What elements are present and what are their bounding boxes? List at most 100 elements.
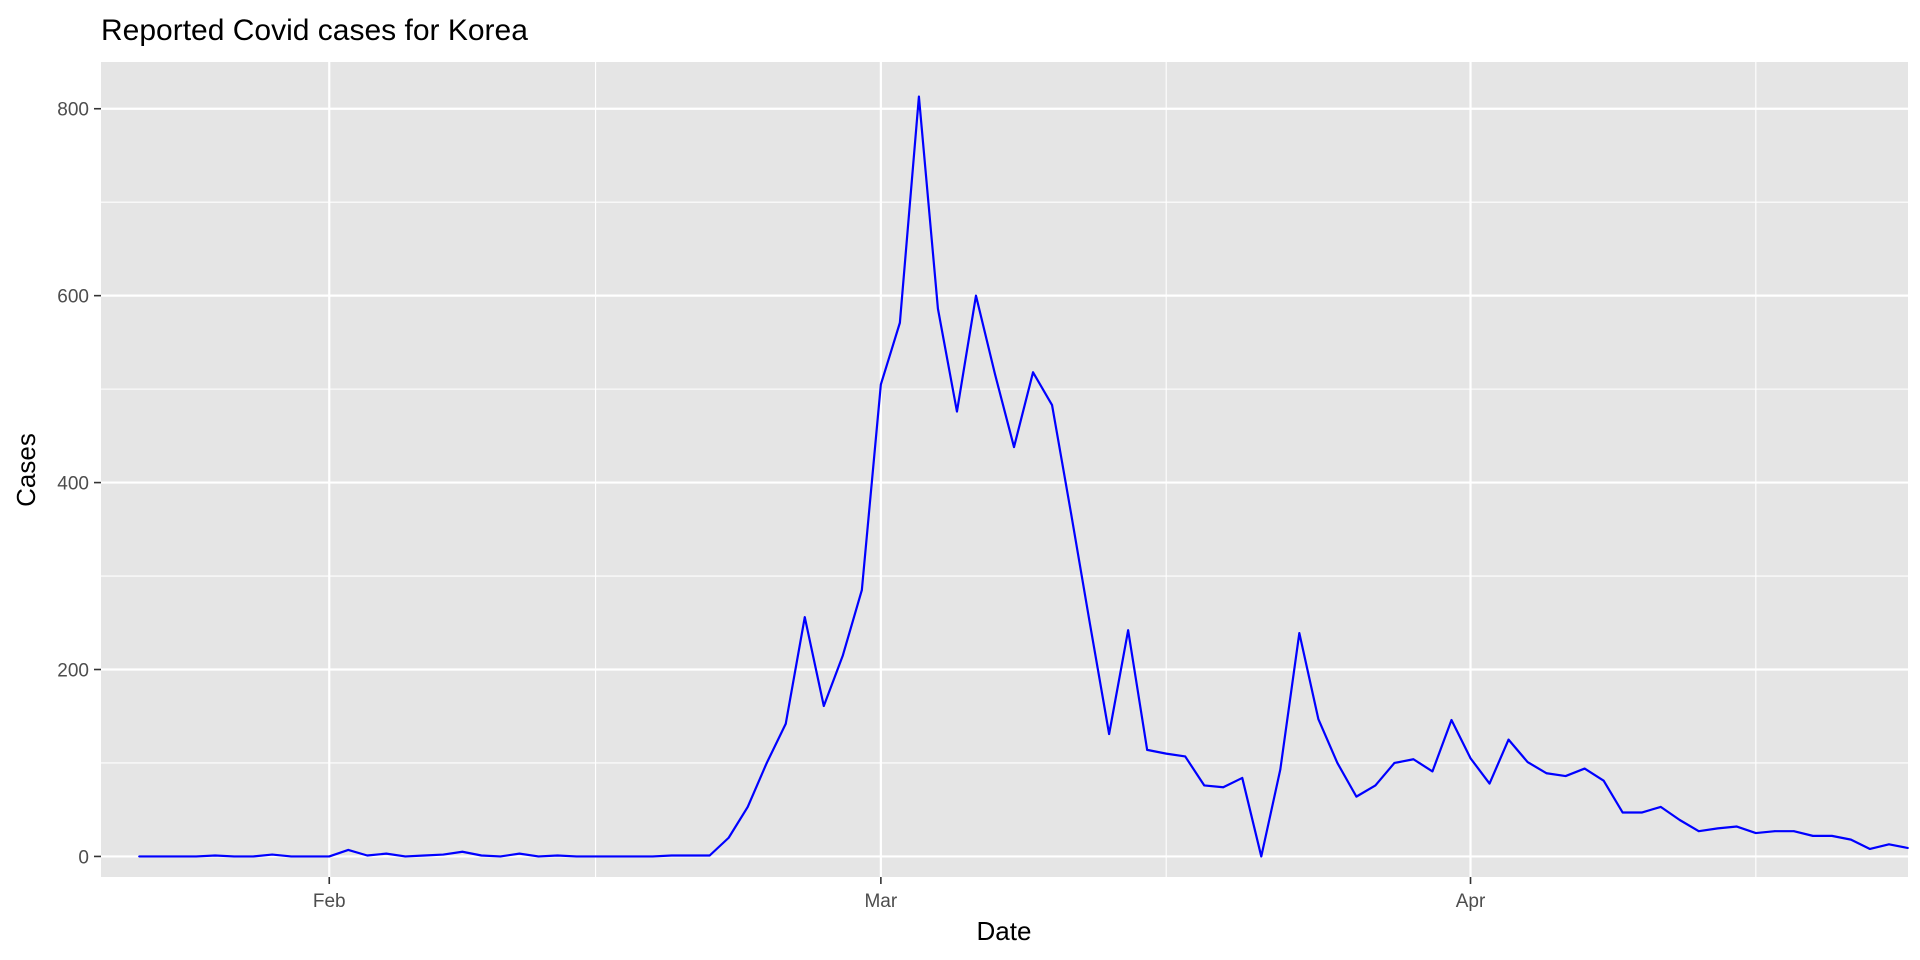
data-point bbox=[1431, 770, 1434, 773]
data-point bbox=[1831, 834, 1833, 837]
data-point bbox=[385, 852, 388, 855]
data-point bbox=[1393, 762, 1396, 764]
data-point bbox=[1165, 752, 1168, 755]
data-point bbox=[1203, 784, 1206, 787]
data-point bbox=[975, 294, 977, 297]
data-point bbox=[784, 722, 787, 725]
data-point bbox=[708, 854, 711, 857]
data-point bbox=[1317, 718, 1320, 720]
y-tick-label: 800 bbox=[57, 100, 89, 121]
data-point bbox=[195, 855, 198, 858]
data-point bbox=[1336, 762, 1339, 764]
data-point bbox=[841, 654, 844, 657]
data-point bbox=[1184, 755, 1187, 758]
minor-gridlines bbox=[101, 62, 1908, 877]
data-point bbox=[423, 854, 426, 857]
data-point bbox=[1089, 623, 1091, 626]
data-point bbox=[613, 855, 616, 858]
data-point bbox=[1640, 811, 1643, 814]
data-point bbox=[956, 410, 958, 413]
data-point bbox=[366, 854, 369, 857]
data-point bbox=[594, 855, 597, 858]
major-gridlines bbox=[101, 62, 1908, 877]
data-point bbox=[1279, 768, 1282, 771]
data-point bbox=[309, 855, 312, 858]
data-point bbox=[689, 854, 692, 857]
data-point bbox=[822, 705, 825, 707]
data-point bbox=[1621, 811, 1624, 814]
data-point bbox=[1051, 404, 1053, 406]
y-tick-label: 600 bbox=[57, 287, 89, 308]
data-point bbox=[1222, 786, 1225, 789]
data-point bbox=[651, 855, 654, 858]
y-tick-label: 400 bbox=[57, 474, 89, 495]
data-point bbox=[1127, 629, 1130, 632]
data-point bbox=[1374, 784, 1377, 787]
data-point bbox=[860, 589, 863, 591]
data-point bbox=[347, 849, 350, 851]
data-point bbox=[1355, 795, 1358, 798]
data-point bbox=[1545, 772, 1548, 775]
data-point bbox=[746, 806, 749, 808]
y-axis-label: Cases bbox=[11, 433, 41, 507]
data-point bbox=[1450, 719, 1453, 721]
data-point bbox=[290, 855, 293, 858]
data-point bbox=[537, 855, 540, 858]
data-point bbox=[1678, 819, 1681, 821]
data-point bbox=[1526, 761, 1529, 763]
data-point bbox=[176, 855, 178, 858]
data-point bbox=[499, 855, 502, 858]
data-point bbox=[556, 854, 559, 857]
data-point bbox=[404, 855, 407, 858]
data-point bbox=[803, 616, 806, 619]
data-point bbox=[461, 850, 464, 853]
data-point bbox=[1907, 847, 1909, 849]
data-points bbox=[138, 95, 1909, 858]
data-point bbox=[727, 836, 730, 839]
data-point bbox=[1469, 757, 1472, 760]
data-point bbox=[328, 855, 331, 858]
data-point bbox=[1412, 758, 1415, 761]
data-point bbox=[1773, 830, 1776, 833]
x-tick-label: Mar bbox=[864, 891, 897, 912]
data-point bbox=[1888, 843, 1890, 846]
data-point bbox=[1659, 806, 1662, 808]
data-point bbox=[252, 855, 255, 858]
data-point bbox=[1241, 777, 1244, 779]
data-point bbox=[1070, 512, 1072, 515]
data-point bbox=[1564, 775, 1567, 777]
x-axis: Feb Mar Apr bbox=[313, 877, 1486, 912]
data-point bbox=[1850, 838, 1852, 841]
data-point bbox=[879, 383, 882, 386]
data-point bbox=[1735, 825, 1738, 828]
data-point bbox=[670, 854, 673, 857]
data-point bbox=[442, 853, 445, 856]
data-point bbox=[1488, 782, 1491, 785]
data-point bbox=[1298, 632, 1301, 634]
data-point bbox=[1583, 767, 1586, 770]
data-point bbox=[138, 855, 140, 858]
data-point bbox=[1716, 827, 1719, 830]
y-tick-label: 200 bbox=[57, 661, 89, 682]
y-tick-label: 0 bbox=[78, 847, 89, 868]
data-point bbox=[918, 95, 920, 98]
data-point bbox=[1507, 738, 1510, 741]
data-point bbox=[1602, 779, 1605, 782]
data-point bbox=[1792, 830, 1795, 833]
data-point bbox=[765, 762, 768, 764]
x-tick-label: Feb bbox=[313, 891, 346, 912]
data-point bbox=[1032, 371, 1034, 374]
plot-panel bbox=[101, 62, 1908, 877]
data-point bbox=[1811, 834, 1814, 837]
data-point bbox=[233, 855, 236, 858]
data-point bbox=[575, 855, 578, 858]
data-point bbox=[157, 855, 159, 858]
data-point bbox=[1108, 733, 1111, 735]
data-point bbox=[937, 307, 939, 310]
cases-series-line bbox=[139, 95, 1909, 858]
data-point bbox=[632, 855, 635, 858]
data-point bbox=[480, 854, 483, 857]
data-point bbox=[1869, 848, 1871, 850]
data-point bbox=[994, 373, 996, 376]
